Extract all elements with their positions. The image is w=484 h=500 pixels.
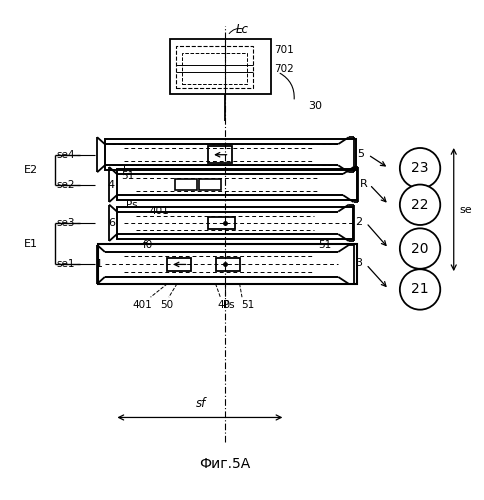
Text: se4: se4 [57, 150, 75, 160]
Text: se2: se2 [57, 180, 75, 190]
Text: 51: 51 [121, 171, 134, 181]
Text: f0: f0 [143, 240, 153, 250]
Text: Lc: Lc [236, 23, 249, 36]
Bar [117, 169, 357, 200]
Text: se: se [459, 204, 472, 214]
Text: 702: 702 [274, 64, 293, 74]
Text: E1: E1 [24, 238, 38, 248]
Text: 1: 1 [95, 260, 103, 270]
Text: se1: se1 [57, 260, 75, 270]
Text: 21: 21 [411, 282, 429, 296]
Text: Ps: Ps [125, 200, 137, 209]
Circle shape [400, 269, 440, 310]
Text: 2: 2 [355, 217, 362, 227]
Text: E2: E2 [24, 164, 38, 174]
Bar [175, 178, 197, 190]
Bar [215, 258, 240, 272]
Text: 401: 401 [150, 206, 169, 216]
Circle shape [400, 228, 440, 269]
Text: Фиг.5А: Фиг.5А [199, 457, 251, 471]
Bar [176, 46, 253, 88]
Circle shape [400, 184, 440, 225]
Text: Ps: Ps [223, 300, 235, 310]
Bar [117, 206, 353, 239]
Text: 50: 50 [160, 300, 173, 310]
Text: sf: sf [196, 397, 206, 410]
Bar [105, 140, 356, 170]
Text: 4: 4 [108, 180, 115, 190]
Text: 51: 51 [318, 240, 331, 250]
Bar [208, 216, 235, 229]
Bar [98, 244, 358, 284]
Bar [199, 178, 221, 190]
Text: 20: 20 [411, 242, 429, 256]
Text: se3: se3 [57, 218, 75, 228]
Text: 51: 51 [241, 300, 254, 310]
Text: 6: 6 [108, 218, 115, 228]
Text: 22: 22 [411, 198, 429, 212]
Bar [182, 53, 247, 84]
Text: 5: 5 [358, 149, 364, 159]
Text: 23: 23 [411, 161, 429, 175]
Text: 3: 3 [355, 258, 362, 268]
Text: R: R [360, 178, 368, 188]
Circle shape [400, 148, 440, 188]
Text: 701: 701 [274, 45, 293, 55]
Text: 30: 30 [308, 100, 322, 110]
Bar [167, 258, 192, 272]
Text: 40: 40 [217, 300, 230, 310]
Text: 401: 401 [132, 300, 152, 310]
Bar [208, 146, 232, 164]
Bar [170, 38, 271, 94]
